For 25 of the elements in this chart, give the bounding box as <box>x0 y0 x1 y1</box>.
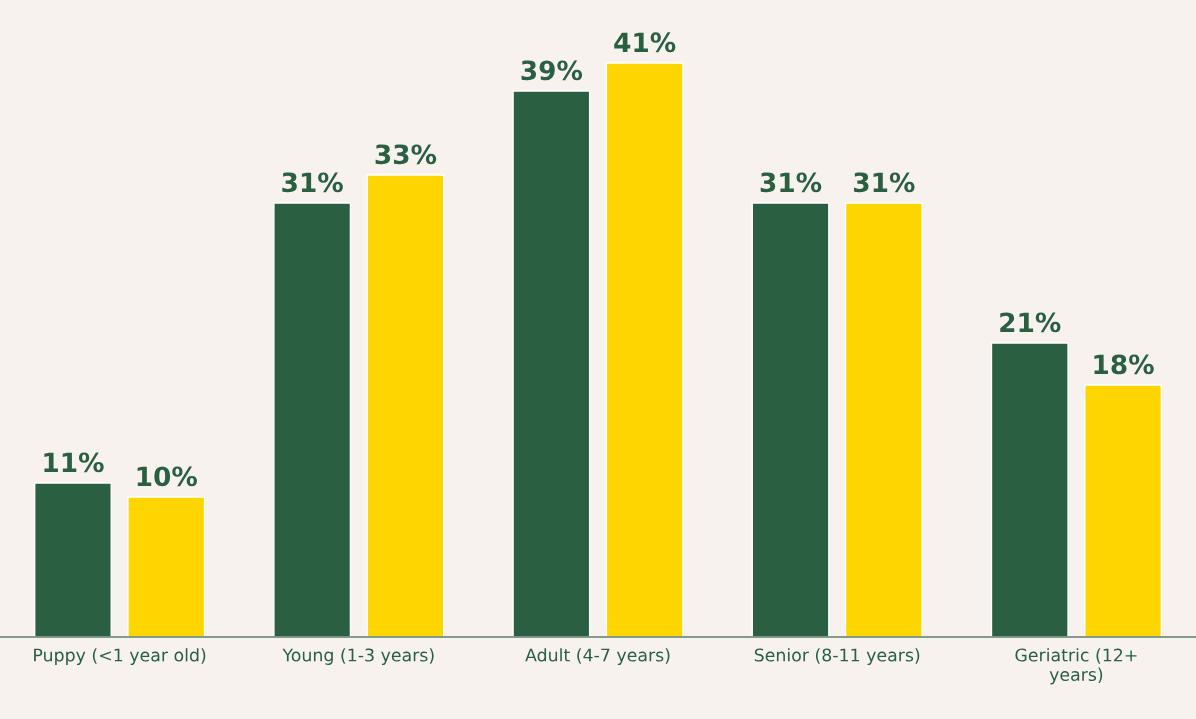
data-label: 21% <box>1000 312 1061 333</box>
bar <box>512 90 591 638</box>
bar <box>844 202 923 638</box>
data-label: 18% <box>1094 354 1154 375</box>
bar <box>33 482 112 638</box>
data-label: 31% <box>760 172 822 193</box>
data-label: 11% <box>44 452 104 473</box>
x-tick-label: Geriatric (12+ years) <box>1015 648 1137 685</box>
data-label: 31% <box>854 172 915 193</box>
data-label: 39% <box>521 60 583 81</box>
data-label: 31% <box>282 172 343 193</box>
bar <box>366 174 445 638</box>
x-tick-label: Adult (4-7 years) <box>525 648 670 665</box>
bar <box>605 62 684 638</box>
x-tick-label: Senior (8-11 years) <box>754 648 920 665</box>
bar <box>273 202 352 638</box>
bar <box>990 342 1069 638</box>
data-label: 41% <box>614 32 676 53</box>
x-tick-label: Puppy (<1 year old) <box>34 648 206 665</box>
bar <box>127 496 206 638</box>
data-label: 10% <box>137 466 197 487</box>
bar <box>751 202 830 638</box>
x-tick-label: Young (1-3 years) <box>282 648 434 665</box>
bar <box>1084 384 1163 638</box>
data-label: 33% <box>375 144 437 165</box>
